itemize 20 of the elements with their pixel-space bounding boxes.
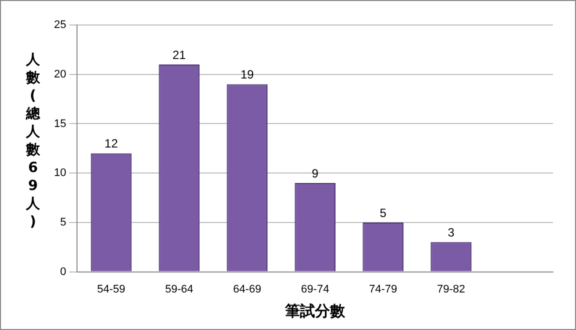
x-tick-label: 59-64	[165, 283, 194, 296]
y-tick-label: 20	[54, 68, 66, 80]
data-label: 21	[172, 48, 186, 62]
data-label: 9	[312, 166, 319, 180]
y-tick-label: 15	[54, 118, 66, 130]
x-axis-title: 筆試分數	[284, 302, 346, 320]
data-label: 12	[104, 136, 118, 151]
y-tick-label: 10	[54, 167, 66, 180]
y-tick-label: 0	[60, 266, 66, 278]
x-tick-label: 74-79	[369, 283, 398, 296]
x-tick-label: 54-59	[97, 283, 126, 296]
data-label: 5	[380, 206, 387, 220]
x-tick-label: 79-82	[436, 283, 466, 296]
x-tick-label: 64-69	[233, 283, 262, 296]
data-label: 3	[448, 225, 455, 240]
data-label: 19	[240, 68, 254, 82]
x-tick-label: 69-74	[301, 283, 330, 296]
text: 人數(總人數69人)	[26, 52, 40, 230]
y-tick-label: 25	[54, 19, 66, 32]
y-tick-label: 5	[60, 216, 66, 228]
